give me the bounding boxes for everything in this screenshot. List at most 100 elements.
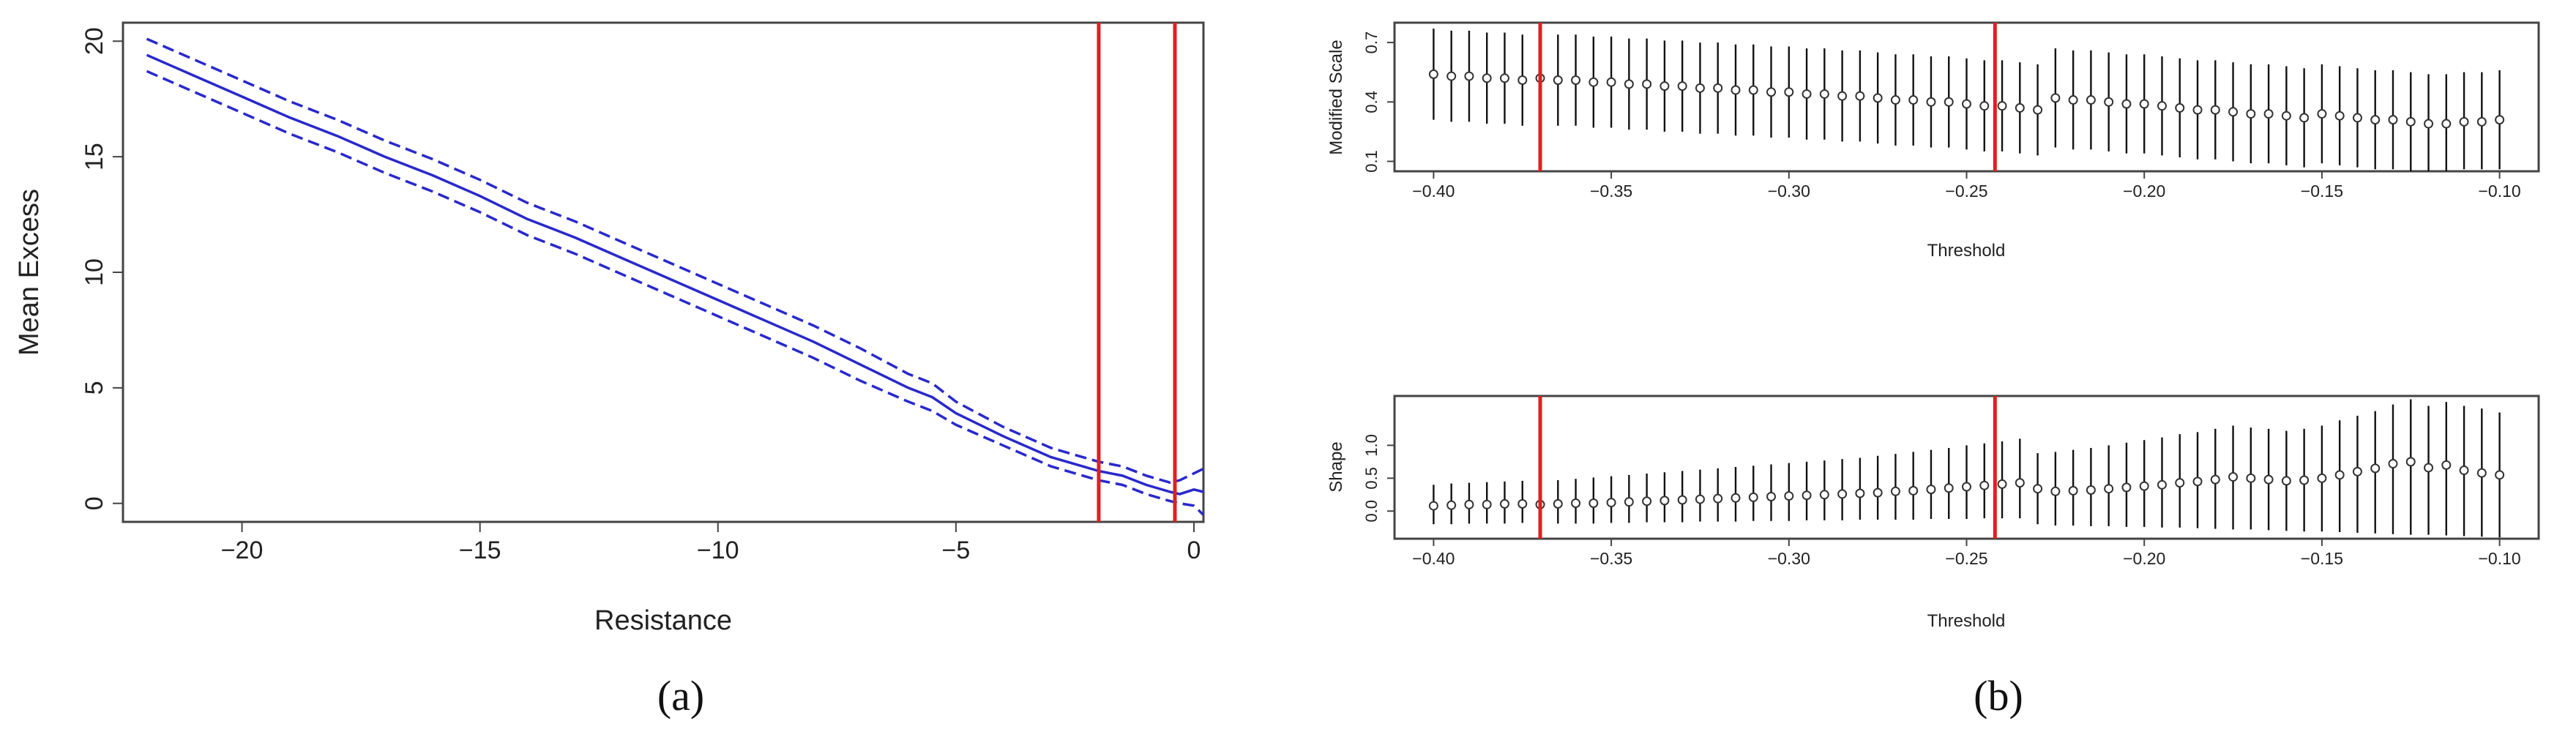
estimate-point xyxy=(1464,71,1474,81)
estimate-point xyxy=(2334,111,2345,121)
estimate-point xyxy=(2050,486,2061,496)
panel-b-bottom-y-tick-label: 1.0 xyxy=(1362,434,1381,457)
estimate-point xyxy=(1944,483,1954,493)
panel-b-top-x-tick-label: −0.30 xyxy=(1768,182,1810,201)
estimate-point xyxy=(2121,99,2132,109)
estimate-point xyxy=(1677,495,1687,505)
panel-b-bottom-x-tick-label: −0.25 xyxy=(1945,549,1987,568)
estimate-point xyxy=(2050,93,2061,103)
panel-b-top-y-axis-label: Modified Scale xyxy=(1326,40,1346,154)
panel-a-plot-frame xyxy=(122,21,1205,523)
estimate-point xyxy=(2299,113,2310,123)
estimate-point xyxy=(2192,476,2203,487)
estimate-point xyxy=(1517,75,1528,85)
panel-b-top-x-tick-label: −0.40 xyxy=(1412,182,1455,201)
estimate-point xyxy=(1642,496,1652,507)
estimate-point xyxy=(1873,487,1883,498)
estimate-point xyxy=(2157,479,2167,490)
panel-b-shape-plot: −0.40 −0.35 −0.30 −0.25 −0.20 −0.15 −0.10 0.00… xyxy=(1326,395,2540,631)
estimate-point xyxy=(1766,491,1777,501)
estimate-point xyxy=(2317,473,2327,483)
estimate-point xyxy=(2015,102,2025,113)
estimate-point xyxy=(2104,97,2114,107)
estimate-point xyxy=(1482,73,1492,83)
estimate-point xyxy=(2317,109,2327,119)
estimate-point xyxy=(1428,69,1438,79)
estimate-point xyxy=(1731,493,1741,503)
estimate-point xyxy=(1571,498,1581,508)
estimate-point xyxy=(1695,494,1705,504)
estimate-point xyxy=(2476,116,2487,127)
panel-b-bottom-x-axis: −0.40 −0.35 −0.30 −0.25 −0.20 −0.15 −0.10 xyxy=(1412,539,2521,568)
series-line-upper xyxy=(146,37,1204,485)
estimate-point xyxy=(1802,89,1812,99)
estimate-point xyxy=(2015,478,2025,488)
panel-b-bottom-x-tick-label: −0.30 xyxy=(1768,549,1810,568)
estimate-point xyxy=(2281,111,2291,121)
panel-a-x-tick-label: −10 xyxy=(697,537,739,564)
estimate-point xyxy=(2246,109,2256,119)
estimate-point xyxy=(1642,79,1652,89)
estimate-point xyxy=(1819,89,1829,99)
estimate-point xyxy=(1962,482,1971,492)
estimate-point xyxy=(2246,473,2256,483)
estimate-point xyxy=(1553,75,1563,85)
estimate-point xyxy=(1890,95,1900,105)
panel-b-top-y-tick-label: 0.7 xyxy=(1362,31,1381,54)
estimate-point xyxy=(2299,475,2310,485)
estimate-point xyxy=(2068,95,2078,105)
estimate-point xyxy=(2263,109,2274,119)
panel-a-x-tick-label: −15 xyxy=(459,537,501,564)
estimate-point xyxy=(1997,101,2007,111)
estimate-point xyxy=(1588,498,1599,508)
estimate-point xyxy=(2388,115,2398,125)
estimate-point xyxy=(1979,480,1990,490)
estimate-point xyxy=(2459,116,2469,127)
panel-a-y-axis-label: Mean Excess xyxy=(14,189,45,356)
panel-b-bottom-x-tick-label: −0.10 xyxy=(2479,549,2521,568)
estimate-point xyxy=(2228,107,2239,117)
panel-a-y-tick-label: 5 xyxy=(81,381,108,395)
panel-b-top-marks xyxy=(1428,23,2505,171)
estimate-point xyxy=(2139,99,2149,109)
panel-b-bottom-marks xyxy=(1428,396,2505,539)
estimate-point xyxy=(1855,488,1865,498)
estimate-point xyxy=(1784,87,1794,97)
estimate-point xyxy=(1926,97,1936,107)
panel-a-y-tick-label: 15 xyxy=(81,143,108,171)
estimate-point xyxy=(2459,466,2469,476)
estimate-point xyxy=(2495,470,2505,480)
panel-b-bottom-x-tick-label: −0.20 xyxy=(2123,549,2165,568)
series-line-lower xyxy=(146,70,1205,516)
panel-a-x-tick-label: −5 xyxy=(942,537,971,564)
panel-b-bottom-y-tick-label: 0.5 xyxy=(1362,467,1381,490)
estimate-point xyxy=(2281,476,2291,486)
panel-a-x-tick-label: 0 xyxy=(1187,537,1201,564)
estimate-point xyxy=(1624,497,1634,507)
estimate-point xyxy=(1428,501,1438,511)
panel-a-marks xyxy=(146,23,1205,522)
estimate-point xyxy=(1873,93,1883,103)
estimate-point xyxy=(2405,116,2416,127)
estimate-point xyxy=(1979,101,1990,111)
panel-a-caption: (a) xyxy=(657,672,704,720)
estimate-point xyxy=(1588,77,1599,87)
panel-b-top-y-tick-label: 0.1 xyxy=(1362,150,1381,173)
estimate-point xyxy=(1837,91,1848,101)
estimate-point xyxy=(1517,498,1528,509)
panel-b-modified-scale-plot: −0.40 −0.35 −0.30 −0.25 −0.20 −0.15 −0.10 0.10… xyxy=(1326,21,2540,261)
estimate-point xyxy=(2424,463,2434,473)
panel-b-top-y-axis: 0.1 0.4 0.7 xyxy=(1362,31,1395,173)
estimate-point xyxy=(2370,463,2381,474)
panel-a-x-axis-label: Resistance xyxy=(594,605,732,636)
estimate-point xyxy=(1908,485,1919,496)
estimate-point xyxy=(2424,119,2434,129)
estimate-point xyxy=(1713,83,1723,93)
estimate-point xyxy=(1499,498,1509,509)
estimate-point xyxy=(1766,87,1777,97)
estimate-point xyxy=(2263,474,2274,485)
panel-a-x-axis: −20 −15 −10 −5 0 xyxy=(221,522,1201,564)
estimate-point xyxy=(1855,91,1865,101)
panel-b-caption: (b) xyxy=(1974,672,2023,720)
